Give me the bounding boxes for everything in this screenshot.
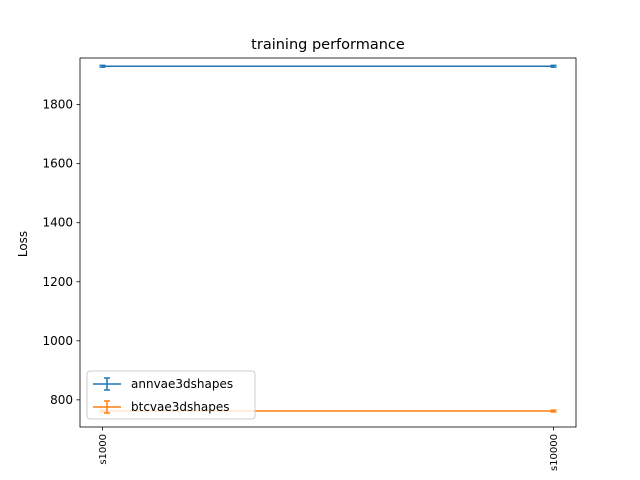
y-tick-label: 1200	[42, 275, 73, 289]
legend-label: btcvae3dshapes	[131, 400, 229, 414]
legend-frame	[86, 370, 256, 420]
y-tick-label: 1400	[42, 216, 73, 230]
x-axis: s1000 s10000	[98, 427, 560, 471]
legend: annvae3dshapes btcvae3dshapes	[86, 370, 256, 420]
y-axis: 800 1000 1200 1400 1600 1800	[42, 98, 80, 407]
y-axis-label: Loss	[16, 231, 30, 257]
chart-title: training performance	[251, 37, 405, 53]
x-tick-label: s10000	[549, 434, 560, 471]
y-tick-label: 1600	[42, 157, 73, 171]
plot-frame	[79, 57, 577, 428]
plot-area	[79, 57, 577, 428]
y-tick-label: 800	[50, 393, 73, 407]
y-tick-label: 1800	[42, 98, 73, 112]
x-tick-label: s1000	[98, 434, 109, 465]
legend-label: annvae3dshapes	[131, 377, 233, 391]
y-tick-label: 1000	[42, 334, 73, 348]
